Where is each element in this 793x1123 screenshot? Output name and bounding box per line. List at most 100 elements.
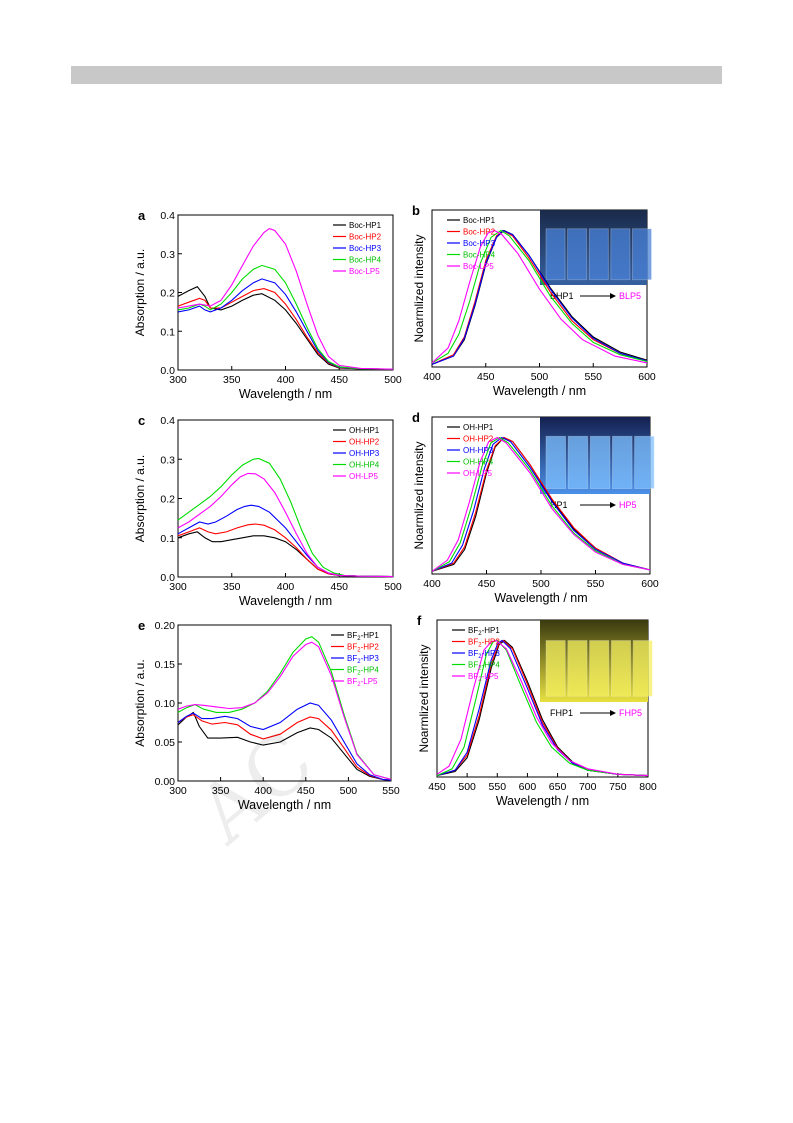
cuvette: [588, 228, 609, 281]
x-axis-label: Wavelength / nm: [496, 794, 589, 808]
y-tick-label: 0.15: [155, 659, 176, 671]
legend-label: BF2-HP3: [347, 654, 379, 665]
series-line: [431, 229, 648, 365]
inset-from-label: HP1: [550, 500, 568, 510]
cuvette: [632, 228, 652, 281]
legend-label: Boc-HP3: [463, 239, 496, 248]
x-tick-label: 450: [477, 371, 495, 383]
cuvette: [567, 228, 588, 281]
series-line: [177, 457, 394, 578]
chart-panel-d: HP1 HP5 400 450 500 550 600 Wavelength / nm Noar…: [412, 410, 659, 605]
y-tick-label: 0.0: [160, 365, 175, 377]
x-axis-label: Wavelength / nm: [239, 594, 332, 608]
y-tick-label: 0.1: [160, 533, 175, 545]
legend-label: OH-HP4: [463, 458, 494, 467]
x-tick-label: 450: [478, 578, 496, 590]
legend-label: BF2-HP2: [468, 638, 500, 649]
legend-label: Boc-HP4: [349, 256, 382, 265]
x-axis-label: Wavelength / nm: [239, 387, 332, 401]
inset-arrow-head: [610, 502, 616, 508]
y-tick-label: 0.05: [155, 737, 176, 749]
y-tick-label: 0.4: [160, 210, 175, 222]
y-tick-label: 0.1: [160, 326, 175, 338]
legend-label: OH-HP3: [463, 446, 494, 455]
series-line: [177, 702, 392, 781]
x-tick-label: 450: [330, 581, 348, 593]
series-line: [431, 436, 651, 572]
legend-label: BF2-LP5: [347, 677, 378, 688]
y-axis-label: Noarmlized intensity: [417, 644, 431, 752]
cuvette: [610, 228, 631, 281]
legend-label: BF2-HP1: [347, 631, 379, 642]
y-tick-label: 0.3: [160, 249, 175, 261]
series-line: [177, 641, 392, 780]
inset-from-label: BHP1: [550, 291, 574, 301]
series-line: [177, 288, 394, 370]
y-tick-label: 0.2: [160, 288, 175, 300]
legend-label: Boc-HP3: [349, 244, 382, 253]
legend-label: OH-HP2: [349, 438, 380, 447]
x-tick-label: 550: [382, 785, 400, 797]
x-tick-label: 300: [169, 785, 187, 797]
series-line: [177, 278, 394, 370]
x-tick-label: 650: [549, 781, 567, 793]
legend-label: BF2-HP2: [347, 643, 379, 654]
series-line: [177, 711, 392, 781]
x-tick-label: 400: [277, 374, 295, 386]
legend-label: BF2-HP3: [468, 649, 500, 660]
legend-label: BF2-HP1: [468, 626, 500, 637]
inset-arrow-head: [610, 293, 616, 299]
x-tick-label: 450: [428, 781, 446, 793]
chart-panel-b: BHP1 BLP5 400 450 500 550 600 Wavelength / nm No…: [412, 203, 656, 398]
inset-photo: [540, 620, 653, 702]
inset-arrow-head: [610, 710, 616, 716]
x-tick-label: 550: [587, 578, 605, 590]
x-axis-label: Wavelength / nm: [238, 798, 331, 812]
y-axis-label: Absorption / a.u.: [133, 455, 147, 542]
legend-label: OH-HP3: [349, 449, 380, 458]
y-tick-label: 0.00: [155, 776, 176, 788]
legend-label: Boc-HP2: [463, 228, 496, 237]
legend-label: Boc-HP2: [349, 233, 382, 242]
cuvette: [610, 640, 632, 697]
inset-to-label: BLP5: [619, 291, 641, 301]
x-tick-label: 300: [169, 581, 187, 593]
panel-letter: e: [138, 618, 145, 633]
x-tick-label: 600: [638, 371, 656, 383]
x-tick-label: 500: [531, 371, 549, 383]
inset-to-label: FHP5: [619, 708, 642, 718]
series-line: [436, 639, 649, 777]
y-axis-label: Noarmlized intensity: [412, 234, 426, 342]
legend-label: Boc-LP5: [349, 267, 380, 276]
x-tick-label: 500: [384, 374, 402, 386]
x-tick-label: 500: [458, 781, 476, 793]
series-line: [431, 436, 651, 572]
legend-label: BF2-HP4: [347, 666, 379, 677]
x-tick-label: 550: [489, 781, 507, 793]
document-header-bar: [71, 66, 722, 84]
series-line: [177, 714, 392, 781]
series-line: [177, 472, 394, 578]
series-line: [177, 264, 394, 370]
x-axis-label: Wavelength / nm: [493, 384, 586, 398]
x-tick-label: 600: [519, 781, 537, 793]
x-tick-label: 500: [340, 785, 358, 797]
legend-label: BF2-LP5: [468, 672, 499, 683]
legend-label: OH-HP2: [463, 435, 494, 444]
series-line: [177, 286, 394, 370]
series-line: [177, 523, 394, 578]
series-line: [431, 229, 648, 364]
y-tick-label: 0.2: [160, 494, 175, 506]
y-axis-label: Absorption / a.u.: [133, 249, 147, 336]
legend-label: OH-HP4: [349, 461, 380, 470]
x-tick-label: 350: [223, 374, 241, 386]
cuvette: [567, 435, 589, 490]
x-tick-label: 400: [254, 785, 272, 797]
x-tick-label: 800: [639, 781, 657, 793]
legend-label: Boc-HP4: [463, 251, 496, 260]
legend-label: Boc-LP5: [463, 262, 494, 271]
cuvette: [632, 640, 653, 697]
x-tick-label: 550: [584, 371, 602, 383]
inset-to-label: HP5: [619, 500, 637, 510]
